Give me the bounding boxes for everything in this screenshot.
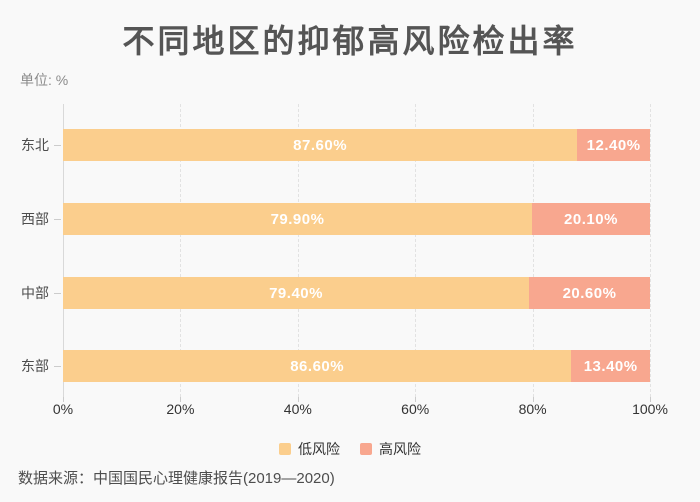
bar-segment-低风险[interactable]: 79.90% — [63, 203, 532, 235]
axis-tick — [297, 397, 299, 402]
axis-tick — [650, 397, 651, 402]
bar-value-label: 79.40% — [269, 284, 323, 302]
bar-segment-低风险[interactable]: 87.60% — [63, 129, 578, 161]
x-axis-tick-label: 20% — [166, 401, 195, 417]
category-label: 西部 — [21, 211, 49, 227]
category-axis-tick — [54, 366, 61, 367]
x-axis-labels: 0% 20% 40% 60% 80% 100% — [53, 401, 668, 419]
bar-segment-低风险[interactable]: 86.60% — [63, 350, 572, 382]
gridline — [297, 104, 299, 397]
legend-label: 高风险 — [379, 441, 421, 457]
bar-value-label: 13.40% — [583, 357, 638, 375]
bar-segment-高风险[interactable]: 13.40% — [571, 350, 650, 382]
legend-item-high-risk[interactable]: 高风险 — [360, 439, 421, 459]
axis-tick — [180, 397, 182, 402]
bar-value-label: 12.40% — [586, 136, 641, 154]
axis-tick — [415, 397, 417, 402]
low-risk-swatch-icon — [279, 443, 291, 455]
bar-value-label: 79.90% — [270, 210, 325, 228]
bar-row: 79.90% 20.10% — [63, 203, 650, 235]
category-axis-tick — [54, 219, 61, 220]
category-label: 东北 — [21, 137, 49, 153]
bar-segment-低风险[interactable]: 79.40% — [63, 277, 530, 309]
chart-title: 不同地区的抑郁高风险检出率 — [122, 23, 578, 59]
x-axis-tick-label: 100% — [632, 401, 668, 417]
bar-segment-高风险[interactable]: 20.60% — [529, 277, 650, 309]
x-axis-tick-label: 60% — [401, 401, 430, 417]
x-axis-tick-label: 40% — [283, 401, 312, 417]
data-source: 数据来源：中国国民心理健康报告(2019—2020) — [18, 470, 335, 487]
bar-value-label: 20.60% — [562, 284, 617, 302]
bar-row: 79.40% 20.60% — [63, 277, 650, 309]
bar-value-label: 20.10% — [564, 210, 618, 228]
gridline — [532, 104, 534, 397]
high-risk-swatch-icon — [360, 443, 372, 455]
category-label: 东部 — [21, 358, 49, 374]
axis-tick — [63, 397, 64, 402]
bar-value-label: 87.60% — [293, 136, 348, 154]
unit-label: 单位: % — [20, 72, 69, 88]
bar-value-label: 86.60% — [290, 357, 345, 375]
bar-row: 86.60% 13.40% — [63, 350, 650, 382]
bar-segment-高风险[interactable]: 20.10% — [532, 203, 650, 235]
legend: 低风险 高风险 — [0, 439, 700, 459]
legend-label: 低风险 — [298, 441, 340, 457]
gridline — [415, 104, 417, 397]
legend-item-low-risk[interactable]: 低风险 — [279, 439, 340, 459]
bar-segment-高风险[interactable]: 12.40% — [577, 129, 650, 161]
category-label: 中部 — [21, 285, 49, 301]
axis-tick — [532, 397, 534, 402]
gridline — [650, 104, 651, 397]
plot-area: 东北 87.60% 12.40% 西部 79.90% 20.10% 中部 79.40% 20.6… — [21, 104, 651, 402]
bar-row: 87.60% 12.40% — [63, 129, 650, 161]
category-axis-tick — [54, 293, 61, 294]
x-axis-tick-label: 80% — [518, 401, 547, 417]
gridline — [180, 104, 182, 397]
x-axis-tick-label: 0% — [52, 401, 74, 417]
category-axis-tick — [54, 145, 61, 146]
y-axis-line — [63, 104, 64, 397]
